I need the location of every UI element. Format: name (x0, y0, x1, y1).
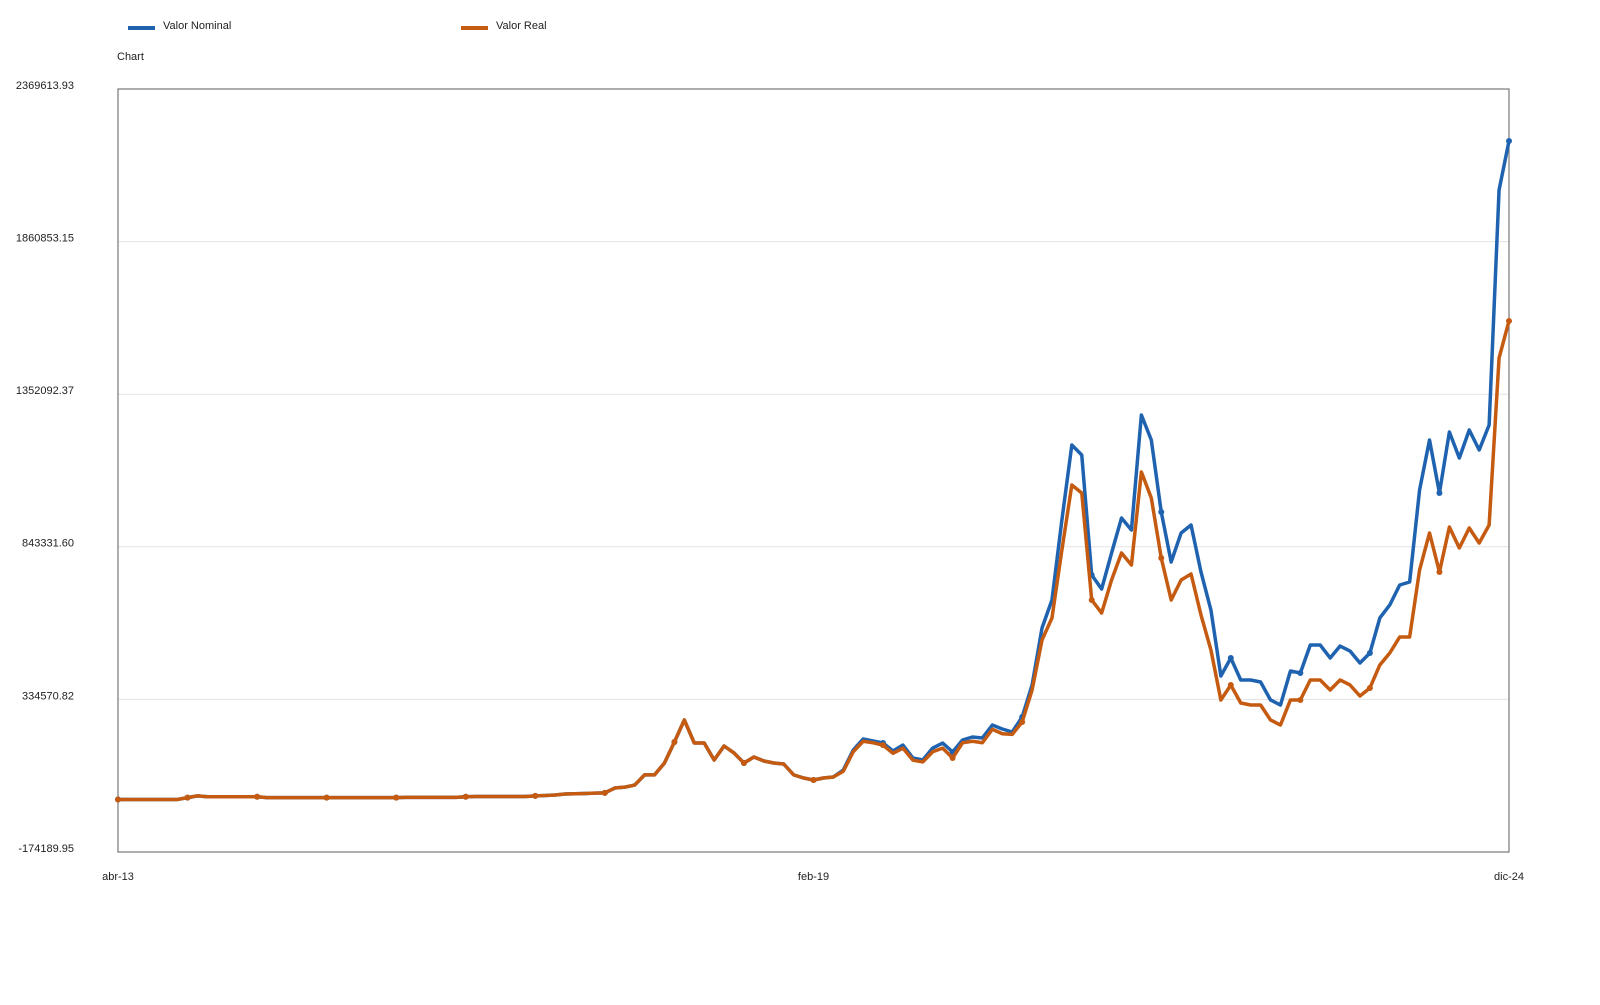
data-point (1506, 137, 1512, 144)
data-point (1158, 508, 1165, 515)
y-tick-label: 843331.60 (22, 538, 74, 550)
data-point (115, 796, 121, 803)
data-point (1227, 681, 1234, 688)
plot-border (117, 88, 1510, 853)
data-point (1436, 569, 1443, 576)
data-point (949, 755, 956, 762)
data-point (601, 789, 608, 796)
data-point (740, 760, 747, 767)
y-tick-label: 2369613.93 (16, 80, 74, 92)
data-point (810, 776, 817, 783)
data-point (323, 794, 330, 801)
x-tick-label: abr-13 (102, 871, 134, 883)
data-point (880, 742, 887, 749)
data-point (1088, 596, 1095, 603)
data-point (532, 792, 539, 799)
data-point (1158, 554, 1165, 561)
data-point (462, 793, 469, 800)
data-point (393, 794, 400, 801)
data-point (1297, 696, 1304, 703)
chart-title: Chart (117, 51, 144, 63)
legend-label: Valor Real (496, 20, 547, 32)
data-point (1019, 719, 1026, 726)
y-tick-label: 1352092.37 (16, 385, 74, 397)
data-point (1366, 649, 1373, 656)
x-tick-label: feb-19 (798, 871, 829, 883)
x-tick-label: dic-24 (1494, 871, 1524, 883)
y-tick-label: 1860853.15 (16, 233, 74, 245)
series-line (118, 320, 1511, 802)
legend-label: Valor Nominal (163, 20, 231, 32)
data-point (1297, 669, 1304, 676)
y-tick-label: -174189.95 (18, 843, 74, 855)
y-tick-label: 334570.82 (22, 690, 74, 702)
data-point (1436, 489, 1443, 496)
data-point (184, 794, 191, 801)
data-point (671, 739, 678, 746)
data-point (1227, 654, 1234, 661)
data-point (1366, 684, 1373, 691)
data-point (254, 793, 261, 800)
data-point (1506, 317, 1512, 324)
